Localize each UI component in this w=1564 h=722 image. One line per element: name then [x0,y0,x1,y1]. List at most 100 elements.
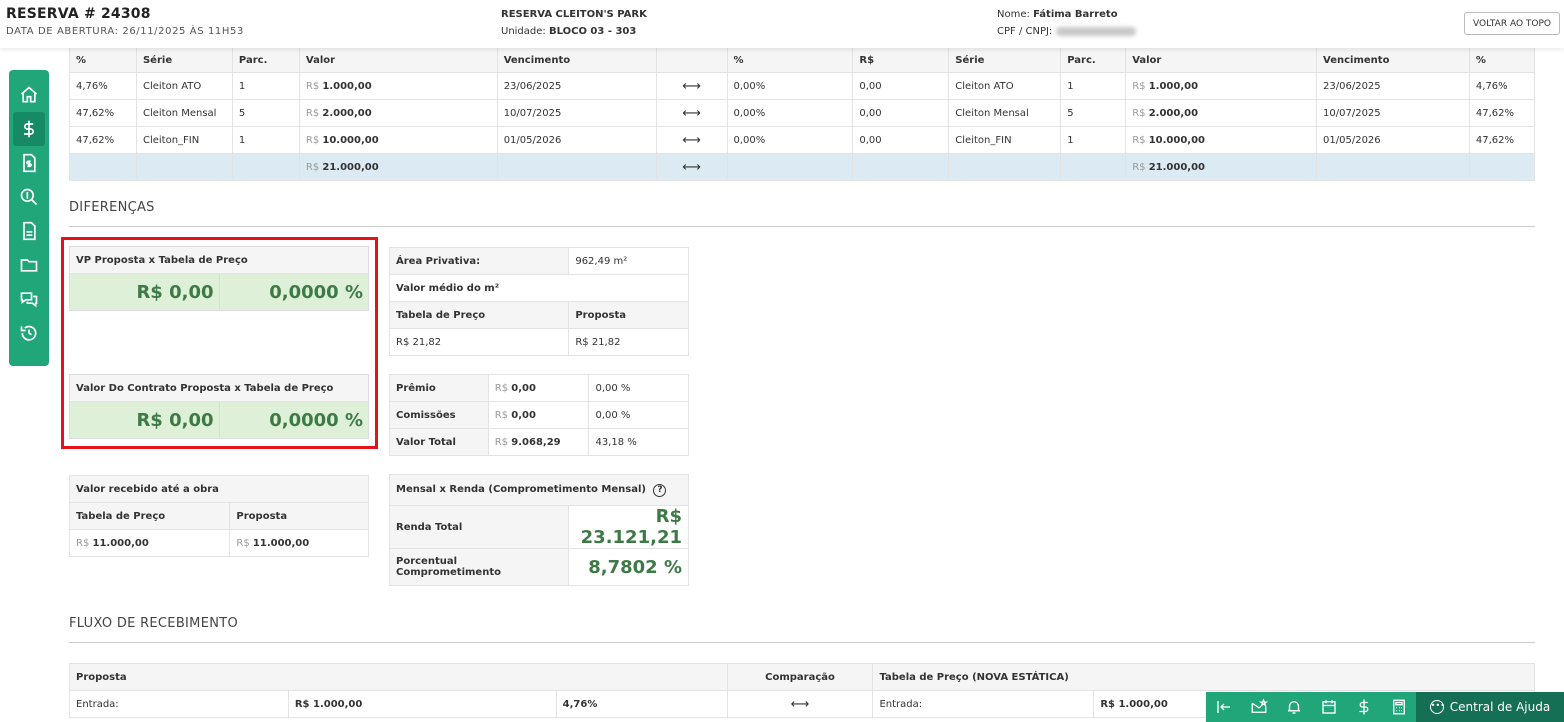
cell-vencimento: 23/06/2025 [496,72,657,100]
compare-arrow: ⟷ [655,99,728,127]
compare-arrow: ⟷ [655,153,728,181]
search-dollar-icon[interactable] [9,180,49,214]
help-center-button[interactable]: ••• Central de Ajuda [1416,692,1564,722]
cell-parc-2: 1 [1060,72,1127,100]
table-header-cell: Valor [1125,47,1318,73]
income-pct-label: Porcentual Comprometimento [388,548,570,586]
cell-valor-2: R$ 2.000,00 [1125,99,1318,127]
income-total-label: Renda Total [388,505,570,549]
cell-pct-2: 4,76% [1468,72,1536,100]
calendar-icon[interactable] [1311,692,1346,722]
received-table: Valor recebido até a obra Tabela de Preç… [68,475,369,557]
cell-vencimento-2: 10/07/2025 [1316,99,1470,127]
received-col-price-table: Tabela de Preço [68,502,231,530]
cell-serie-2: Cleiton_FIN [948,126,1062,154]
cell-serie: Cleiton ATO [135,72,233,100]
premium-value: R$ 9.068,29 [487,428,590,456]
bell-icon[interactable] [1276,692,1311,722]
chat-bubble-icon: ••• [1429,700,1445,714]
flow-col-comparison: Comparação [726,663,874,691]
cell-valor-2: R$ 1.000,00 [1125,72,1318,100]
client-name: Nome: Fátima Barreto [997,9,1136,20]
differences-title: DIFERENÇAS [69,200,155,215]
folder-icon[interactable] [9,248,49,282]
cell-diff-rs: 0,00 [852,126,950,154]
cell-parc-2: 5 [1060,99,1127,127]
header-project: RESERVA CLEITON'S PARK Unidade: BLOCO 03… [501,9,647,37]
cell-valor-2: R$ 10.000,00 [1125,126,1318,154]
unit-value: BLOCO 03 - 303 [548,26,637,37]
flow-entry-label-2: Entrada: [872,690,1095,718]
premium-label: Prêmio [389,374,489,402]
cell-diff-pct: 0,00% [726,72,854,100]
cell-serie-2: Cleiton ATO [948,72,1062,100]
premium-value: R$ 0,00 [487,374,590,402]
contract-value: R$ 0,00 [70,402,220,438]
table-header-cell: % [69,47,137,73]
calculator-icon[interactable] [1381,692,1416,722]
name-value: Fátima Barreto [1033,9,1118,20]
vp-value: R$ 0,00 [70,274,220,310]
collapse-left-icon[interactable] [1206,692,1241,722]
parcel-comparison-table: % Série Parc. Valor Vencimento% R$ Série Parc. V… [69,47,1536,181]
total-empty [726,153,854,181]
compare-arrow: ⟷ [655,72,728,100]
cell-pct-2: 47,62% [1468,126,1536,154]
cell-parc-2: 1 [1060,126,1127,154]
chat-icon[interactable] [9,282,49,316]
premium-pct: 0,00 % [588,401,689,429]
cell-pct-2: 47,62% [1468,99,1536,127]
page-title: RESERVA # 24308 [6,6,151,22]
name-label: Nome: [997,9,1030,20]
premium-pct: 0,00 % [588,374,689,402]
dollar-icon[interactable] [1346,692,1381,722]
premium-pct: 43,18 % [588,428,689,456]
table-row: 47,62% Cleiton Mensal 5 R$ 2.000,00 10/07/20… [69,99,1536,127]
total-row: R$ 21.000,00 ⟷ R$ 21.000,00 [69,153,1536,181]
highlight-box [61,237,378,449]
unit-label: Unidade: [501,26,546,37]
cell-serie: Cleiton Mensal [135,99,233,127]
page-header: RESERVA # 24308 DATA DE ABERTURA: 26/11/… [0,0,1564,48]
flow-entry-value: R$ 1.000,00 [287,690,557,718]
history-icon[interactable] [9,316,49,350]
cell-diff-pct: 0,00% [726,126,854,154]
table-row: 4,76% Cleiton ATO 1 R$ 1.000,00 23/06/2025 ⟷ 0… [69,72,1536,100]
doc-value-blurred [1055,26,1136,36]
received-title: Valor recebido até a obra [69,475,369,503]
dollar-icon[interactable] [13,112,45,146]
home-icon[interactable] [9,78,49,112]
flow-compare-arrow: ⟷ [726,690,874,718]
total-value-2: R$ 21.000,00 [1125,153,1318,181]
received-price-value: R$ 11.000,00 [68,529,231,557]
premium-table: Prêmio R$ 0,00 0,00 % Comissões R$ 0,00 0,00 … [389,374,689,456]
total-empty [1060,153,1127,181]
cell-diff-rs: 0,00 [852,72,950,100]
back-to-top-button[interactable]: VOLTAR AO TOPO [1464,12,1560,35]
table-row: Valor Total R$ 9.068,29 43,18 % [389,428,689,456]
document-icon[interactable] [9,214,49,248]
cell-serie: Cleiton_FIN [135,126,233,154]
flow-entry-pct: 4,76% [555,690,728,718]
table-row: Prêmio R$ 0,00 0,00 % [389,374,689,402]
unit-info: Unidade: BLOCO 03 - 303 [501,26,647,37]
table-row: 47,62% Cleiton_FIN 1 R$ 10.000,00 01/05/2026… [69,126,1536,154]
mail-star-icon[interactable] [1241,692,1276,722]
help-center-label: Central de Ajuda [1449,700,1551,714]
cell-diff-pct: 0,00% [726,99,854,127]
vp-percent: 0,0000 % [269,281,363,303]
income-pct-value: 8,7802 % [568,548,689,586]
help-icon[interactable]: ? [653,483,667,497]
table-header-cell: Vencimento [1316,47,1470,73]
opening-date: DATA DE ABERTURA: 26/11/2025 ÀS 11H53 [6,26,244,37]
invoice-icon[interactable] [9,146,49,180]
income-total-value: R$ 23.121,21 [568,505,689,549]
cell-vencimento-2: 23/06/2025 [1316,72,1470,100]
cell-parc: 1 [231,72,300,100]
total-value: R$ 21.000,00 [298,153,498,181]
avg-m2-label: Valor médio do m² [389,274,689,302]
table-header-cell: R$ [852,47,950,73]
flow-col-price-table: Tabela de Preço (NOVA ESTÁTICA) [872,663,1535,691]
project-name: RESERVA CLEITON'S PARK [501,9,647,20]
area-value: 962,49 m² [568,247,689,275]
